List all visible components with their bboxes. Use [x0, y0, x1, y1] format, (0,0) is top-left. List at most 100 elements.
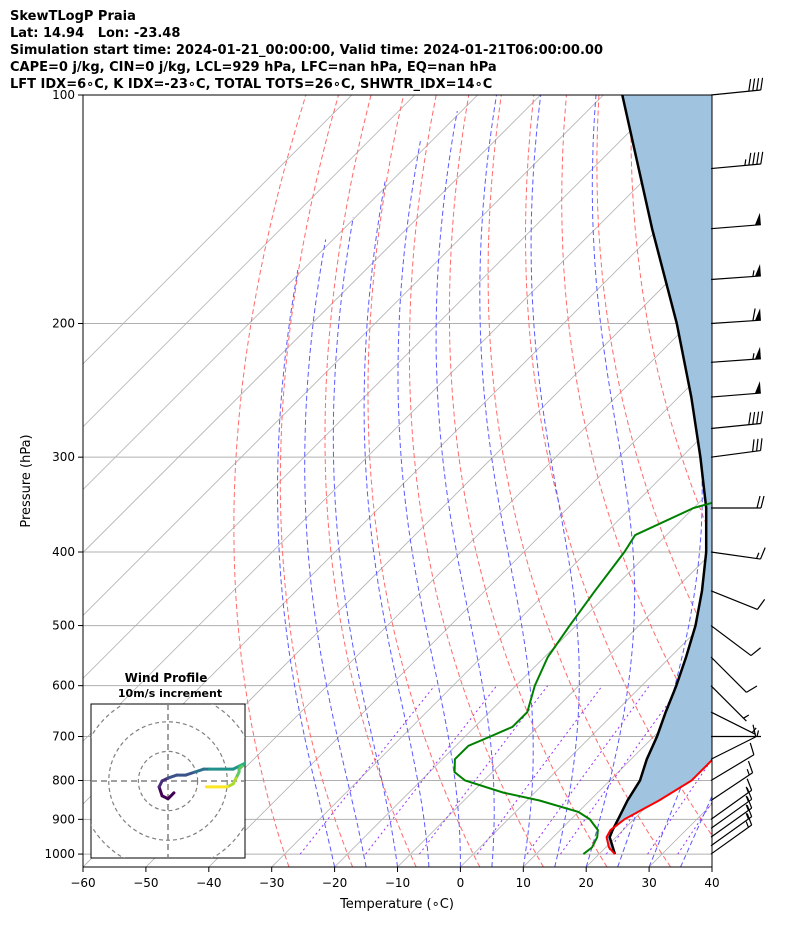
title-line-5: LFT IDX=6∘C, K IDX=-23∘C, TOTAL TOTS=26∘…	[10, 77, 493, 92]
isotherm--140	[83, 95, 353, 365]
wind-barb-flag	[760, 151, 764, 165]
wind-barb-flag	[752, 78, 756, 91]
moist-adiabat--10	[332, 217, 398, 867]
isotherm--130	[83, 95, 415, 428]
moist-adiabat-15	[530, 95, 580, 867]
moist-adiabat-5	[435, 111, 495, 867]
x-tick-label: 0	[457, 876, 465, 890]
wind-barb-flag	[756, 78, 760, 91]
wind-barb-halfflag	[745, 813, 749, 820]
y-axis-label: Pressure (hPa)	[19, 434, 34, 527]
wind-barb	[710, 212, 761, 230]
x-axis-label: Temperature (∘C)	[339, 897, 454, 912]
wind-barb	[710, 711, 757, 735]
x-tick-label: 10	[516, 876, 531, 890]
wind-barb-pennant	[754, 212, 761, 226]
wind-barb-pennant	[754, 263, 761, 277]
moist-adiabat--20	[277, 269, 336, 867]
wind-barb-shaft	[710, 275, 761, 281]
grid-lines	[83, 95, 712, 867]
moist-adiabat-20	[585, 95, 636, 867]
wind-barb-pennant	[754, 381, 761, 394]
wind-barb	[710, 151, 764, 170]
x-tick-label: −60	[70, 876, 95, 890]
wind-barb-halfflag	[745, 821, 749, 828]
y-tick-label: 400	[52, 545, 75, 559]
dewpoint-line	[453, 501, 712, 855]
wind-barb-shaft	[710, 89, 761, 96]
wind-barb-flag	[759, 547, 766, 560]
wind-barb	[710, 778, 753, 820]
temperature-line	[605, 758, 712, 855]
wind-barb-halfflag	[743, 714, 750, 719]
wind-barb-flag	[747, 760, 754, 773]
y-tick-label: 700	[52, 729, 75, 743]
profile-lines	[453, 95, 712, 855]
wind-barb-flag	[750, 647, 761, 657]
moist-adiabat--15	[304, 239, 367, 867]
wind-barbs	[710, 77, 766, 855]
wind-barb-shaft	[710, 163, 761, 170]
dry-adiabat-20	[448, 95, 608, 867]
dry-adiabat-40	[524, 95, 712, 837]
wind-barb-shaft	[710, 816, 753, 847]
isotherm--20	[334, 489, 712, 867]
y-tick-label: 500	[52, 619, 75, 633]
x-tick-label: 30	[641, 876, 656, 890]
x-tick-label: −40	[196, 876, 221, 890]
isotherm--120	[83, 95, 478, 491]
wind-barb	[710, 381, 761, 398]
wind-barb	[710, 685, 750, 722]
inset-title: Wind Profile	[125, 671, 208, 685]
wind-barb-shaft	[710, 685, 747, 722]
wind-barb-pennant	[754, 346, 761, 360]
wind-barb-flag	[752, 439, 755, 452]
x-tick-label: −20	[322, 876, 347, 890]
mixing-ratio-line-4	[476, 685, 603, 855]
wind-barb-flag	[746, 778, 753, 791]
wind-barb-flag	[756, 495, 761, 509]
y-tick-label: 800	[52, 774, 75, 788]
wind-barb-flag	[746, 796, 753, 809]
wind-barb	[710, 308, 761, 325]
parcel-profile-line	[608, 95, 708, 855]
wind-barb-halfflag	[745, 795, 749, 802]
wind-barb-shaft	[710, 772, 753, 801]
y-tick-label: 1000	[44, 847, 75, 861]
cin-shade-area	[606, 95, 712, 855]
dry-adiabat-0	[367, 95, 481, 867]
x-tick-label: −50	[133, 876, 158, 890]
isotherm--100	[83, 95, 604, 616]
x-tick-label: −30	[259, 876, 284, 890]
hodograph-segment	[166, 773, 179, 780]
wind-barb-shaft	[710, 358, 761, 363]
mixing-ratio-line-0.4	[299, 685, 435, 855]
isotherm-0	[460, 614, 712, 867]
wind-barb	[710, 263, 761, 281]
wind-barb-shaft	[710, 824, 753, 855]
wind-barb	[710, 742, 755, 782]
title-line-4: CAPE=0 j/kg, CIN=0 j/kg, LCL=929 hPa, LF…	[10, 60, 497, 75]
wind-barb	[710, 656, 758, 693]
mixing-ratio-line-10	[560, 685, 682, 855]
dry-adiabat-50	[561, 95, 712, 744]
moist-adiabat--5	[363, 181, 430, 867]
wind-barb-halfflag	[745, 786, 749, 793]
wind-barb-flag	[746, 804, 753, 817]
y-tick-label: 100	[52, 88, 75, 102]
mixing-ratio-line-7	[526, 685, 650, 855]
inset-subtitle: 10m/s increment	[118, 687, 222, 700]
isotherm--80	[83, 111, 712, 742]
wind-barb	[711, 495, 765, 509]
wind-barb-halfflag	[752, 353, 755, 360]
wind-barb	[710, 804, 753, 847]
wind-profile-inset: Wind Profile 10m/s increment	[90, 671, 246, 859]
y-tick-label: 600	[52, 679, 75, 693]
wind-barb-flag	[749, 742, 755, 755]
moist-adiabat-0	[397, 141, 461, 867]
dry-adiabat-60	[596, 95, 712, 646]
x-tick-label: −10	[385, 876, 410, 890]
y-tick-label: 900	[52, 812, 75, 826]
wind-barb-halfflag	[744, 159, 747, 166]
wind-barb-shaft	[710, 736, 756, 760]
